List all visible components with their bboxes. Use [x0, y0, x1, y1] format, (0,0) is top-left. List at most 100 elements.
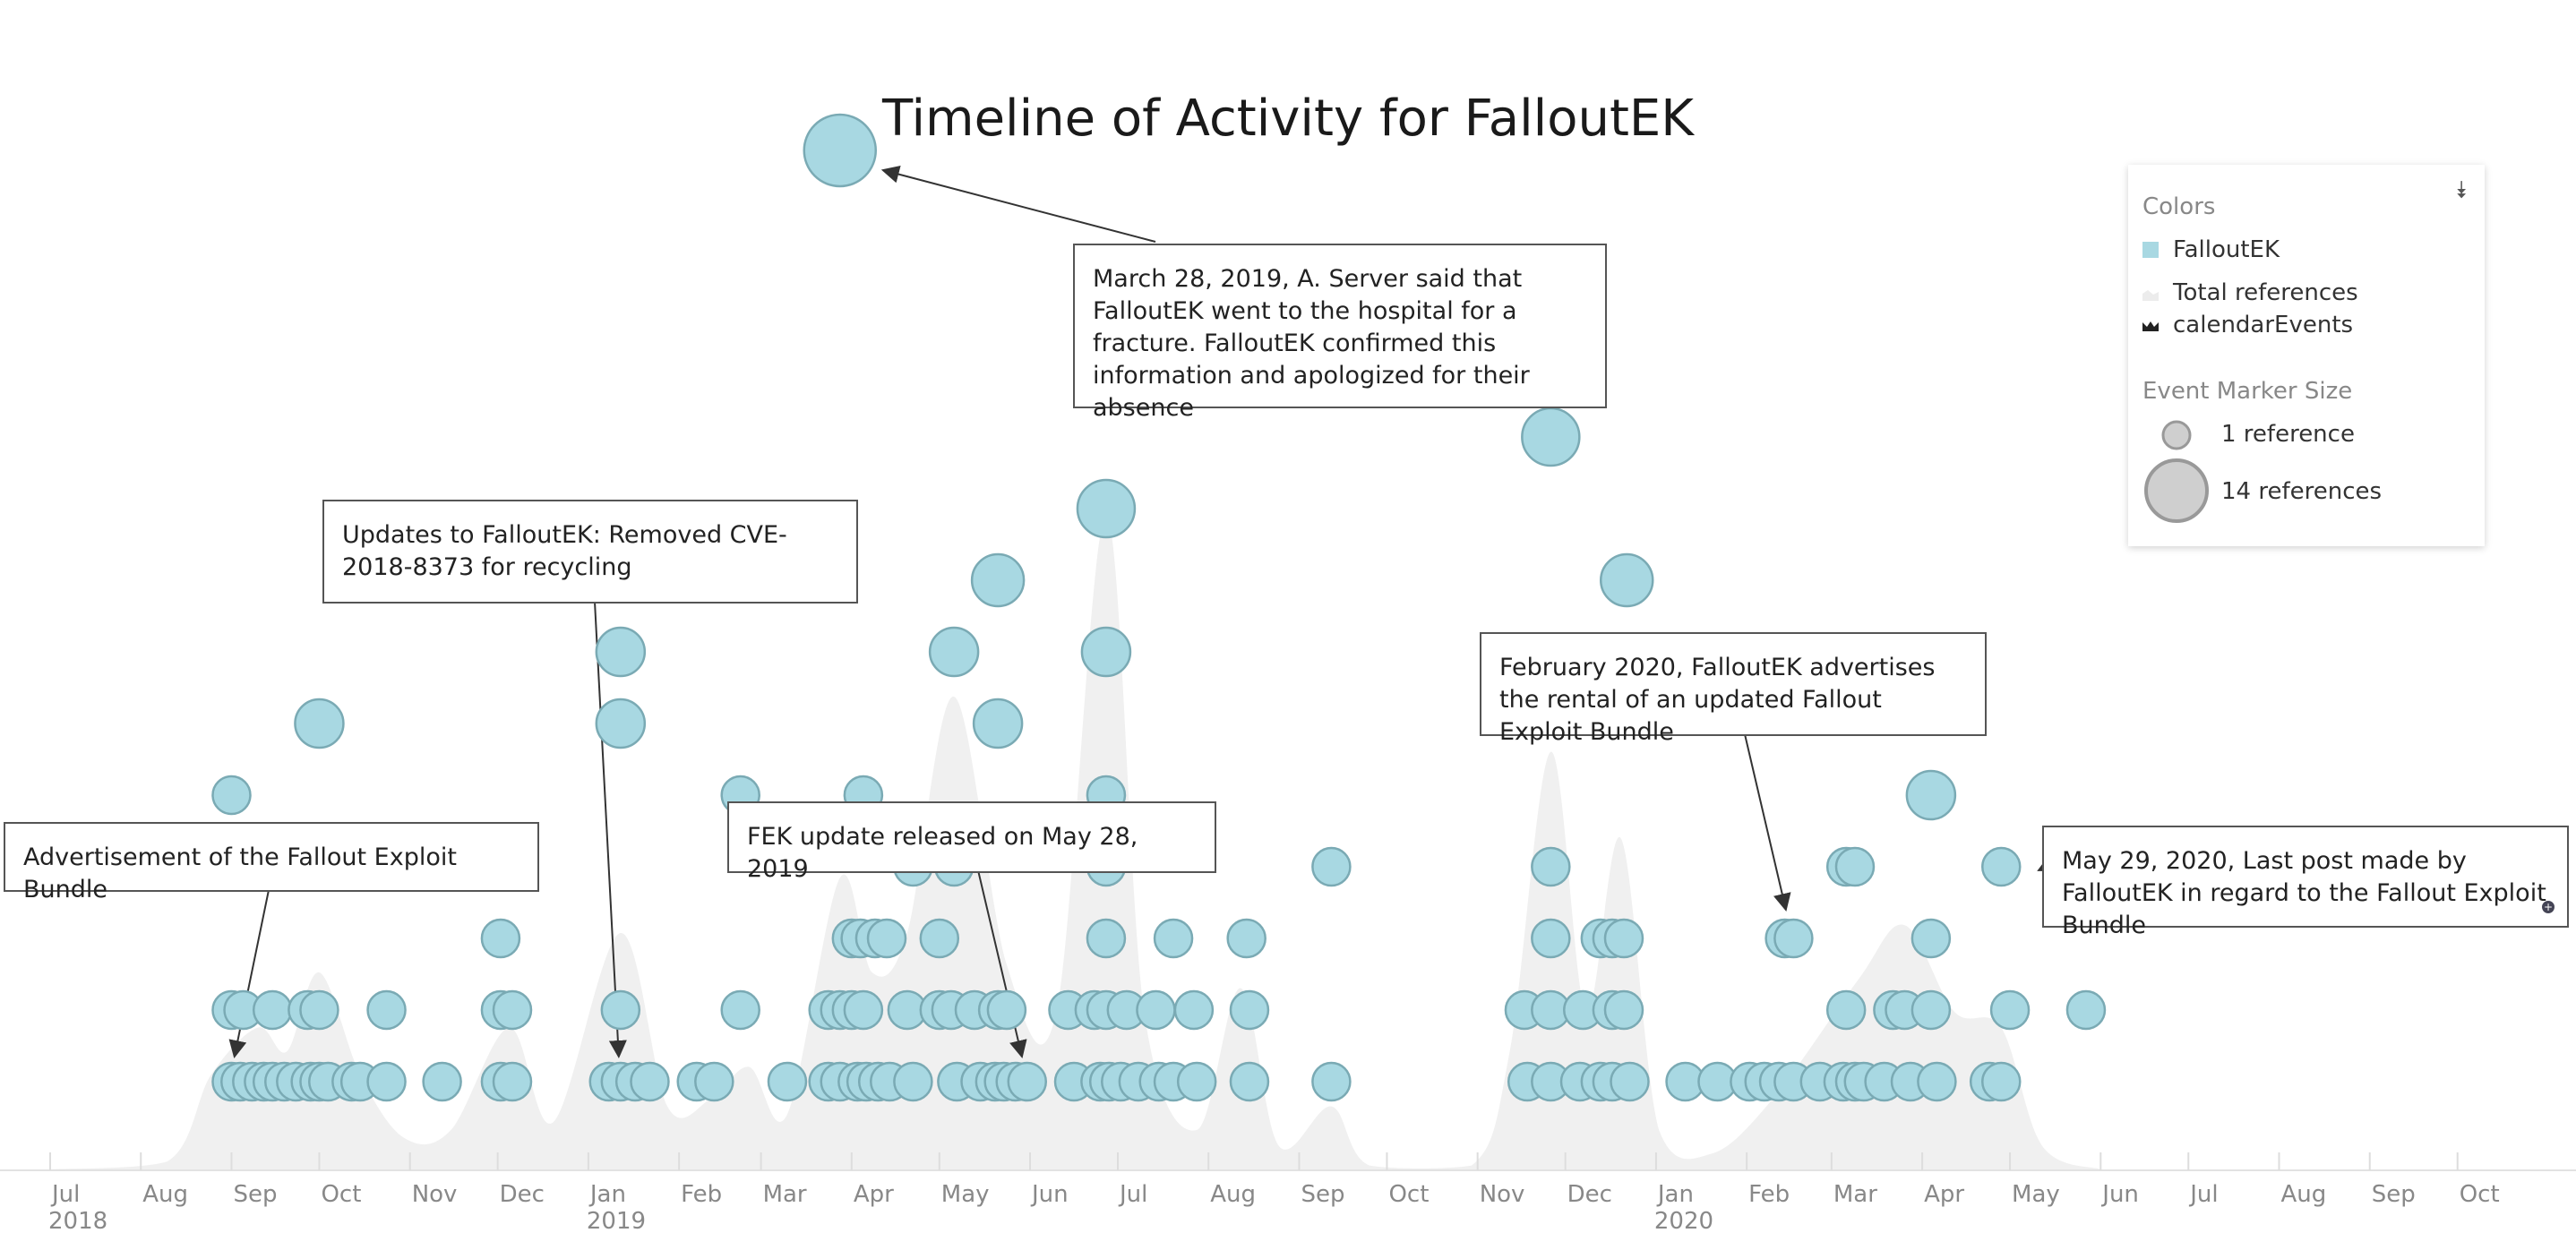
x-tick-label: Mar: [1833, 1181, 1877, 1208]
event-marker: [694, 1061, 734, 1102]
annotation-arrow: [2037, 855, 2057, 871]
legend-size-title: Event Marker Size: [2142, 378, 2353, 405]
event-marker: [1521, 407, 1581, 467]
event-marker: [1086, 918, 1127, 959]
x-tick-label: May: [2012, 1181, 2060, 1208]
x-tick-label: Aug: [1210, 1181, 1256, 1208]
x-tick-label: Feb: [681, 1181, 722, 1208]
x-tick-year-label: 2020: [1654, 1208, 1713, 1235]
legend-label: 1 reference: [2221, 421, 2355, 448]
x-tick-label: Feb: [1748, 1181, 1790, 1208]
x-tick-label: Aug: [142, 1181, 188, 1208]
x-tick-label: Oct: [1388, 1181, 1429, 1208]
event-marker: [1080, 626, 1132, 678]
event-marker: [970, 552, 1026, 608]
annotation-february-2020: February 2020, FalloutEK advertises the …: [1480, 632, 1987, 746]
x-tick-label: Sep: [1301, 1181, 1344, 1208]
event-marker: [492, 989, 533, 1031]
x-tick-label: Nov: [412, 1181, 458, 1208]
x-tick-year-label: 2019: [587, 1208, 646, 1235]
event-marker: [492, 1061, 533, 1102]
x-tick-label: Oct: [2460, 1181, 2500, 1208]
small-circle-icon: [2161, 420, 2192, 450]
annotation-arrow: [1744, 733, 1791, 912]
event-marker: [1825, 989, 1867, 1031]
x-tick-label: Jul: [2188, 1181, 2218, 1208]
event-marker: [1173, 989, 1215, 1031]
event-marker: [1599, 552, 1654, 608]
event-marker: [1311, 1061, 1352, 1102]
event-marker: [1229, 989, 1270, 1031]
event-marker: [928, 626, 980, 678]
event-marker: [480, 918, 521, 959]
event-marker: [1981, 846, 2022, 887]
event-marker: [803, 113, 878, 188]
x-tick-label: Mar: [763, 1181, 807, 1208]
event-marker: [1603, 989, 1644, 1031]
x-tick-label: Jul: [1118, 1181, 1147, 1208]
event-marker: [1136, 989, 1176, 1031]
legend-size-small: 1 reference: [2128, 417, 2485, 453]
event-marker: [595, 626, 647, 678]
event-marker: [2065, 989, 2107, 1031]
event-marker: [1834, 846, 1876, 887]
expand-plus-icon[interactable]: +: [2542, 901, 2555, 913]
legend-item-total-references[interactable]: Total references: [2142, 279, 2358, 306]
x-tick-label: Jan: [1656, 1181, 1694, 1208]
square-swatch-icon: [2142, 242, 2159, 258]
legend-label: FalloutEK: [2173, 236, 2280, 263]
annotation-fek-update: FEK update released on May 28, 2019: [727, 801, 1216, 883]
event-marker: [1531, 918, 1571, 959]
calendar-swatch-icon: [2142, 317, 2159, 333]
annotation-text: FEK update released on May 28, 2019: [747, 823, 1138, 883]
legend-item-falloutek[interactable]: FalloutEK: [2142, 236, 2280, 263]
event-marker: [1911, 989, 1952, 1031]
annotation-text: Advertisement of the Fallout Exploit Bun…: [23, 843, 457, 903]
event-marker: [366, 989, 407, 1031]
collapse-chevron-icon[interactable]: ⯯: [2454, 177, 2469, 204]
event-marker: [972, 698, 1024, 749]
event-marker: [1610, 1061, 1650, 1102]
event-marker: [1076, 478, 1137, 539]
x-tick-label: Dec: [1567, 1181, 1612, 1208]
event-marker: [211, 775, 252, 816]
chart-title: Timeline of Activity for FalloutEK: [881, 89, 1695, 148]
event-marker: [252, 989, 293, 1031]
event-marker: [843, 989, 884, 1031]
x-tick-label: Dec: [500, 1181, 545, 1208]
legend-size-large: 14 references: [2128, 457, 2485, 528]
event-marker: [600, 989, 641, 1031]
x-tick-label: May: [941, 1181, 990, 1208]
event-marker: [1905, 769, 1957, 821]
event-marker: [767, 1061, 808, 1102]
event-marker: [1226, 918, 1267, 959]
event-marker: [422, 1061, 462, 1102]
annotation-text: May 29, 2020, Last post made by FalloutE…: [2062, 847, 2546, 939]
x-tick-label: Sep: [233, 1181, 277, 1208]
event-markers: [211, 113, 2107, 1102]
event-marker: [299, 989, 339, 1031]
event-marker: [986, 989, 1027, 1031]
x-tick-label: Jan: [588, 1181, 626, 1208]
legend-label: calendarEvents: [2173, 312, 2354, 338]
annotation-arrow: [880, 165, 1156, 243]
event-marker: [1229, 1061, 1270, 1102]
event-marker: [1531, 846, 1571, 887]
annotation-updates: Updates to FalloutEK: Removed CVE-2018-8…: [322, 500, 858, 604]
x-tick-label: Jul: [50, 1181, 80, 1208]
x-tick-label: Aug: [2281, 1181, 2327, 1208]
x-tick-label: Jun: [1030, 1181, 1069, 1208]
annotation-may-2020: May 29, 2020, Last post made by FalloutE…: [2042, 826, 2569, 939]
legend-item-calendar-events[interactable]: calendarEvents: [2142, 312, 2353, 338]
legend-colors-title: Colors: [2142, 193, 2216, 220]
event-marker: [1981, 1061, 2022, 1102]
event-marker: [1007, 1061, 1048, 1102]
event-marker: [1176, 1061, 1217, 1102]
x-tick-label: Sep: [2372, 1181, 2416, 1208]
event-marker: [595, 698, 647, 749]
event-marker: [294, 698, 345, 749]
x-tick-label: Jun: [2100, 1181, 2139, 1208]
event-marker: [720, 989, 760, 1031]
event-marker: [1603, 918, 1644, 959]
